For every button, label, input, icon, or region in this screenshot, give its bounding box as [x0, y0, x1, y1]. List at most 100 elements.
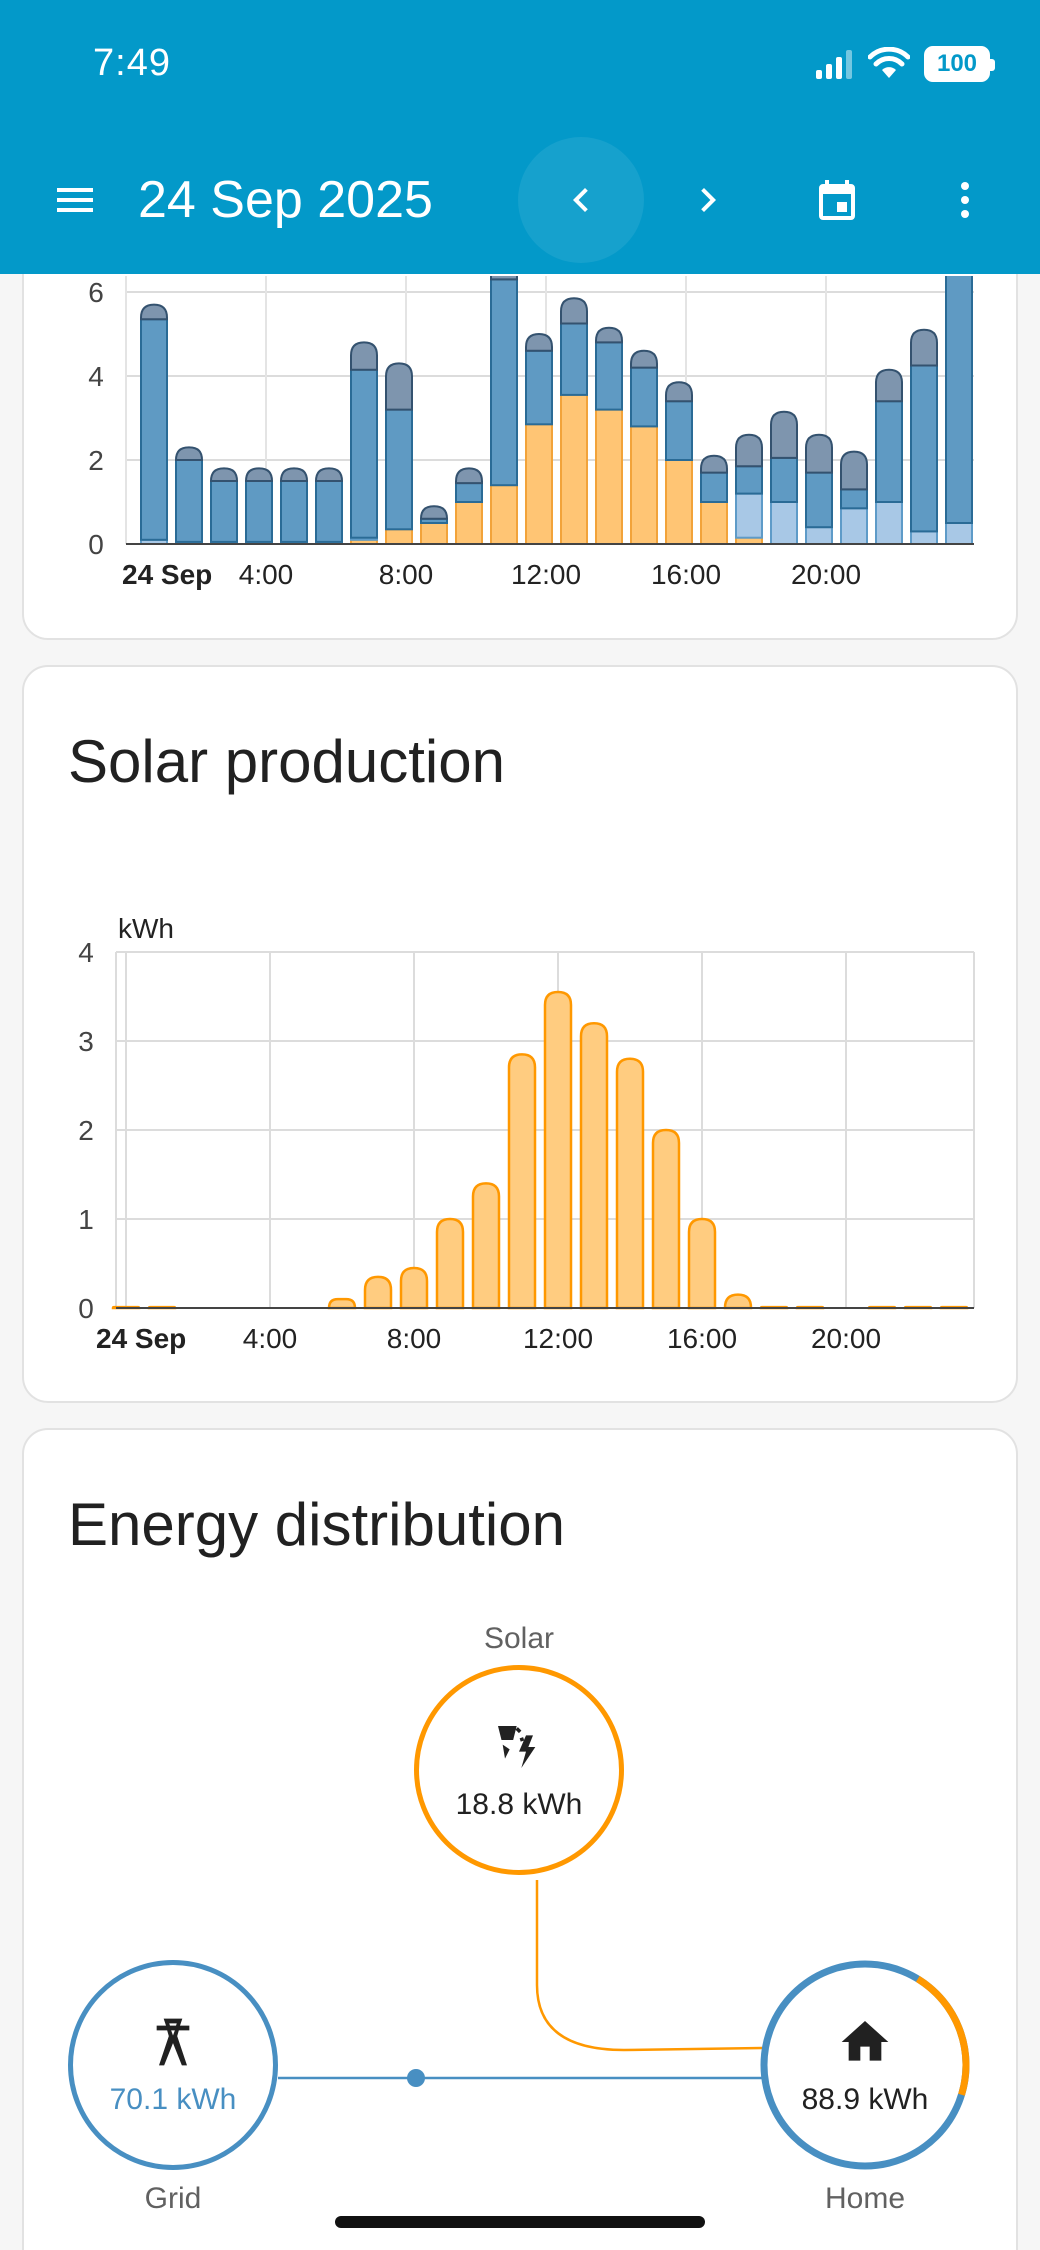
y-tick-label: 2 [78, 1115, 94, 1146]
card-title: Solar production [68, 728, 505, 795]
transmission-tower-icon [145, 2014, 201, 2075]
battery-icon: 100 [924, 46, 995, 82]
usage-bar-segment [735, 465, 763, 495]
solar-bar [579, 1021, 609, 1310]
usage-bar-segment [244, 467, 274, 482]
usage-bar-segment [525, 423, 553, 545]
chevron-left-icon [573, 188, 588, 212]
usage-bar-segment [770, 456, 798, 503]
calendar-icon [819, 180, 855, 220]
usage-bar-segment [140, 303, 168, 321]
usage-bar-segment [770, 501, 798, 545]
usage-bar-segment [770, 410, 798, 459]
y-tick-label: 0 [88, 529, 104, 560]
usage-bar-segment [385, 528, 413, 545]
usage-bar-segment [560, 297, 588, 325]
usage-bar-segment [595, 341, 623, 411]
usage-bar-segment [735, 433, 763, 468]
home-ring [760, 1960, 970, 2170]
usage-bar-segment [665, 400, 693, 461]
usage-bar-segment [385, 362, 413, 411]
solar-bar [399, 1266, 429, 1310]
grid-flow-dot [407, 2069, 425, 2087]
usage-bar-segment [350, 341, 378, 371]
solar-node[interactable]: 18.8 kWh [414, 1665, 624, 1875]
battery-level: 100 [936, 50, 978, 77]
usage-bar-segment [490, 484, 518, 546]
y-axis-label: kWh [118, 913, 174, 944]
x-tick-label: 24 Sep [122, 559, 212, 590]
solar-bar [363, 1275, 393, 1310]
more-options-button[interactable] [902, 137, 1028, 263]
usage-bar-segment [210, 480, 238, 543]
energy-usage-chart: 0 2 4 6 24 Sep 4:00 8:00 12:00 16:00 20:00 [88, 276, 974, 590]
solar-label: Solar [483, 1622, 555, 1655]
usage-bar-segment [945, 276, 973, 524]
y-tick-label: 4 [78, 937, 94, 968]
usage-bar-segment [630, 425, 658, 545]
home-node[interactable]: 88.9 kWh [760, 1960, 970, 2170]
y-tick-label: 2 [88, 445, 104, 476]
usage-bar-segment [630, 349, 658, 369]
x-tick-label: 16:00 [651, 559, 721, 590]
home-indicator[interactable] [335, 2216, 705, 2228]
energy-flows [278, 1880, 763, 2087]
usage-bar-segment [245, 480, 273, 543]
grid-label: Grid [144, 2182, 202, 2215]
date-title: 24 Sep 2025 [138, 171, 433, 229]
usage-bar-segment [875, 368, 903, 403]
usage-bar-segment [525, 332, 553, 352]
usage-bar-segment [280, 480, 308, 543]
x-tick-label: 12:00 [523, 1323, 593, 1354]
x-tick-label: 4:00 [243, 1323, 298, 1354]
solar-bar [723, 1293, 753, 1310]
usage-bar-segment [209, 467, 239, 482]
usage-bar-segment [350, 368, 378, 539]
x-tick-label: 20:00 [811, 1323, 881, 1354]
usage-bar-segment [419, 505, 449, 520]
home-icon [837, 2014, 893, 2075]
menu-button[interactable] [12, 137, 138, 263]
x-tick-label: 24 Sep [96, 1323, 186, 1354]
usage-bar-segment [175, 459, 203, 543]
usage-bar-segment [560, 322, 588, 396]
x-tick-label: 4:00 [239, 559, 294, 590]
usage-bar-segment [700, 501, 728, 545]
solar-bar [435, 1217, 465, 1310]
usage-bar-segment [875, 400, 903, 503]
usage-bar-segment [630, 366, 658, 428]
home-solar-arc [915, 1975, 970, 2096]
usage-bar-segment [595, 326, 623, 344]
usage-bar-segment [385, 408, 413, 531]
usage-bar-segment [700, 454, 728, 474]
solar-bar [471, 1182, 501, 1310]
usage-bar-segment [420, 522, 448, 545]
usage-bar-segment [455, 482, 483, 504]
usage-bar-segment [490, 278, 518, 487]
y-tick-label: 4 [88, 361, 104, 392]
x-tick-label: 12:00 [511, 559, 581, 590]
usage-bar-segment [560, 393, 588, 545]
y-tick-label: 6 [88, 277, 104, 308]
usage-bar-segment [840, 488, 868, 510]
calendar-button[interactable] [774, 137, 900, 263]
chevron-right-icon [701, 188, 716, 212]
x-tick-label: 8:00 [379, 559, 434, 590]
usage-bar-segment [140, 318, 168, 541]
solar-value: 18.8 kWh [455, 1787, 583, 1821]
usage-bar-segment [910, 530, 938, 545]
y-tick-label: 3 [78, 1026, 94, 1057]
status-icons: 100 [814, 46, 995, 82]
usage-bar-segment [910, 328, 938, 367]
solar-bar [327, 1297, 357, 1310]
x-tick-label: 16:00 [667, 1323, 737, 1354]
usage-bar-segment [595, 408, 623, 545]
usage-bar-segment [314, 467, 344, 482]
next-day-button[interactable] [645, 137, 771, 263]
solar-to-home-flow [535, 1880, 763, 2052]
usage-bar-segment [735, 492, 763, 539]
grid-node[interactable]: 70.1 kWh [68, 1960, 278, 2170]
previous-day-button[interactable] [518, 137, 644, 263]
card-title: Energy distribution [68, 1491, 565, 1558]
usage-bar-segment [875, 501, 903, 545]
